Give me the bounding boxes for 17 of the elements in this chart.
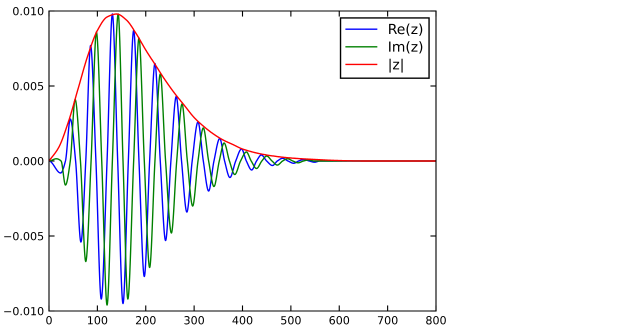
legend-label: |z| <box>390 58 403 73</box>
legend-label: Im(z) <box>389 41 422 54</box>
x-tick-label: 700 <box>378 316 398 324</box>
x-tick-label: 200 <box>136 316 156 324</box>
y-tick-label: −0.010 <box>4 306 44 316</box>
y-tick-label: 0.010 <box>13 6 44 16</box>
x-tick-label: 0 <box>46 316 52 324</box>
x-tick-label: 300 <box>184 316 204 324</box>
y-tick-label: 0.005 <box>13 82 44 90</box>
legend-label: Re(z) <box>389 24 422 36</box>
y-tick-label: 0.000 <box>13 156 44 166</box>
x-tick-label: 100 <box>88 316 108 324</box>
x-tick-label: 500 <box>281 316 301 324</box>
x-tick-label: 800 <box>426 316 446 324</box>
x-tick-label: 600 <box>329 316 350 324</box>
y-tick-label: −0.005 <box>4 232 44 240</box>
x-tick-label: 400 <box>232 316 252 324</box>
